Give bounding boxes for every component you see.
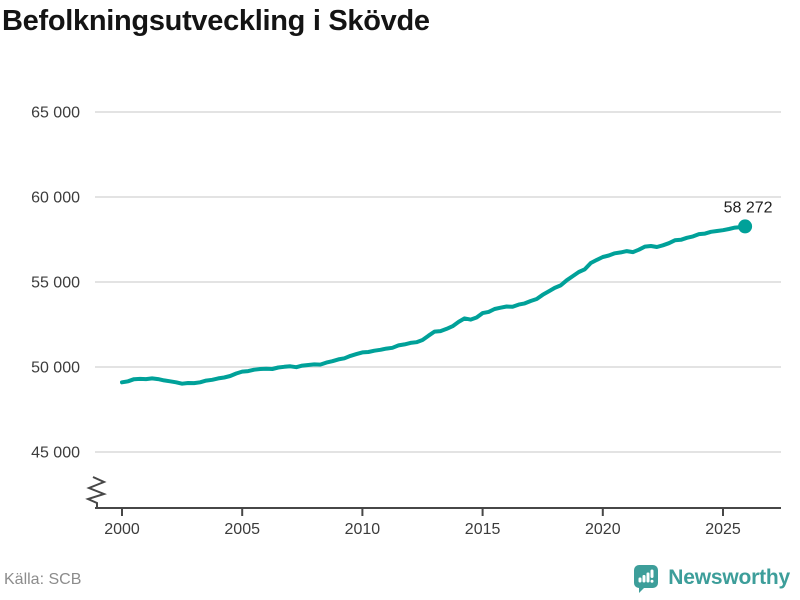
x-axis xyxy=(85,476,781,509)
population-series-line xyxy=(120,224,748,386)
y-axis-tick-label: 45 000 xyxy=(31,445,80,462)
brand-logo[interactable]: Newsworthy xyxy=(632,563,790,593)
y-axis-tick-label: 60 000 xyxy=(31,190,80,207)
source-label: Källa: SCB xyxy=(4,571,82,588)
x-axis-tick-label: 2025 xyxy=(705,521,741,538)
x-axis-tick-label: 2020 xyxy=(585,521,621,538)
newsworthy-chart-bubble-icon xyxy=(634,565,659,593)
x-axis-tick-labels: 2000 2005 2010 2015 2020 2025 xyxy=(104,521,741,538)
y-axis-tick-label: 55 000 xyxy=(31,275,80,292)
x-axis-tick-label: 2000 xyxy=(104,521,140,538)
chart-title: Befolkningsutveckling i Skövde xyxy=(2,5,430,37)
x-axis-tick-label: 2005 xyxy=(224,521,260,538)
y-axis-tick-labels: 45 000 50 000 55 000 60 000 65 000 xyxy=(31,105,80,462)
latest-value-label: 58 272 xyxy=(724,199,773,216)
y-axis-tick-label: 65 000 xyxy=(31,105,80,122)
x-axis-tick-label: 2015 xyxy=(465,521,501,538)
brand-name: Newsworthy xyxy=(668,566,790,589)
y-axis-tick-label: 50 000 xyxy=(31,360,80,377)
x-axis-tick-label: 2010 xyxy=(345,521,381,538)
latest-point-marker xyxy=(738,219,753,234)
gridlines xyxy=(95,111,781,453)
axis-break-icon xyxy=(85,476,107,508)
x-axis-ticks xyxy=(121,508,724,516)
